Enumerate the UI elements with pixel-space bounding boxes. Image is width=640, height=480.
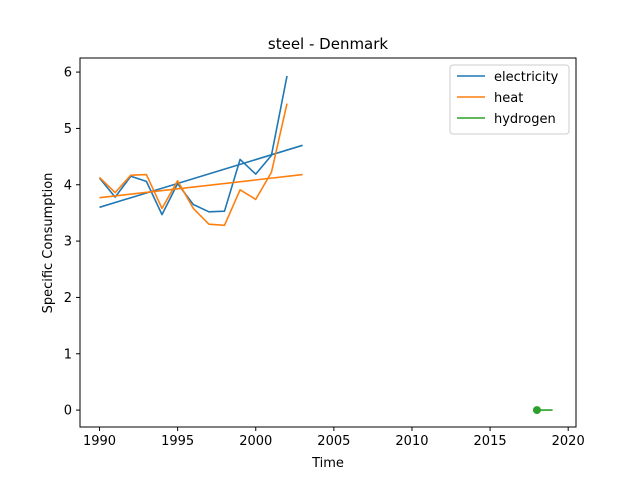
y-tick-label-0: 0 (64, 404, 72, 419)
y-tick-label-6: 6 (64, 66, 72, 81)
legend-label-heat: heat (494, 91, 523, 106)
x-tick-label-1990: 1990 (83, 434, 116, 449)
series-line-heat (98, 103, 288, 227)
data-point-hydrogen-0 (532, 406, 541, 415)
x-tick-label-2005: 2005 (317, 434, 350, 449)
plot-area: 1990 1995 2000 2005 2010 2015 2020 0 1 2 3 4 5 6 (64, 57, 585, 449)
y-axis-title: Specific Consumption (41, 173, 56, 314)
x-tick-label-2020: 2020 (552, 434, 585, 449)
x-tick-label-2010: 2010 (395, 434, 428, 449)
legend: electricity heat hydrogen (449, 64, 570, 135)
x-tick-label-2000: 2000 (239, 434, 272, 449)
x-axis-title: Time (311, 456, 344, 471)
chart-title: steel - Denmark (268, 35, 389, 53)
trend-line-heat (99, 173, 303, 199)
legend-label-hydrogen: hydrogen (494, 112, 556, 127)
y-tick-label-2: 2 (64, 291, 72, 306)
x-tick-label-2015: 2015 (474, 434, 507, 449)
plot-frame (79, 57, 577, 428)
legend-label-electricity: electricity (494, 70, 559, 85)
y-tick-label-3: 3 (64, 235, 72, 250)
x-tick-label-1995: 1995 (161, 434, 194, 449)
trend-line-electricity (99, 144, 303, 209)
y-tick-label-1: 1 (64, 347, 72, 362)
y-tick-label-4: 4 (64, 178, 72, 193)
y-tick-label-5: 5 (64, 122, 72, 137)
legend-box (449, 64, 570, 135)
